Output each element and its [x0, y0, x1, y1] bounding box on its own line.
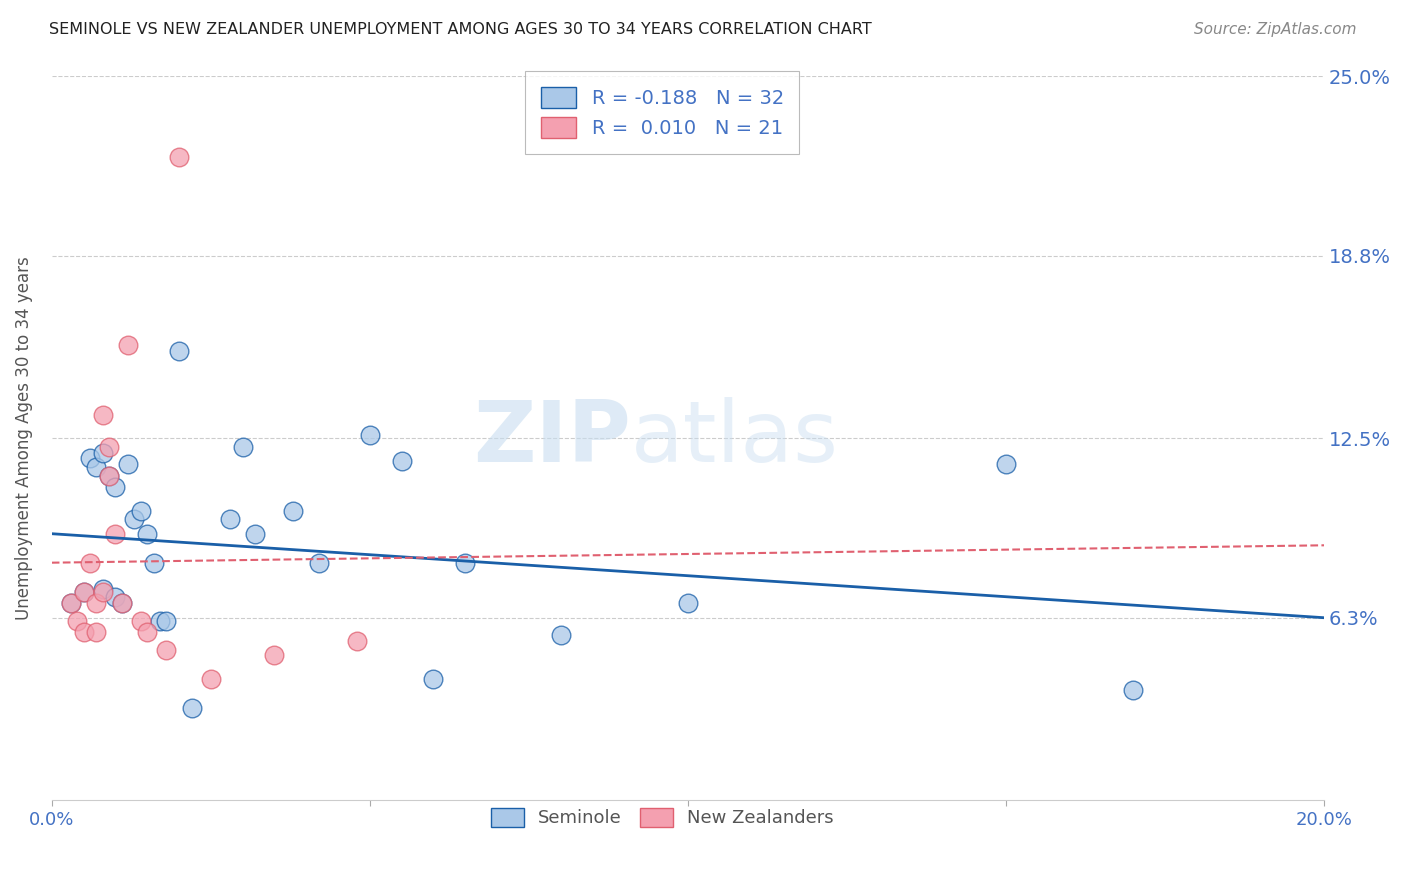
- Point: [1122, 683, 1144, 698]
- Point: [263, 648, 285, 663]
- Point: [91, 582, 114, 596]
- Point: [283, 503, 305, 517]
- Point: [79, 451, 101, 466]
- Text: atlas: atlas: [631, 397, 838, 480]
- Point: [218, 512, 240, 526]
- Point: [676, 596, 699, 610]
- Point: [66, 614, 89, 628]
- Point: [84, 625, 107, 640]
- Point: [359, 428, 381, 442]
- Legend: Seminole, New Zealanders: Seminole, New Zealanders: [484, 800, 841, 835]
- Point: [117, 457, 139, 471]
- Point: [200, 672, 222, 686]
- Point: [136, 625, 159, 640]
- Point: [994, 457, 1017, 471]
- Point: [308, 556, 330, 570]
- Y-axis label: Unemployment Among Ages 30 to 34 years: Unemployment Among Ages 30 to 34 years: [15, 256, 32, 620]
- Point: [180, 700, 202, 714]
- Point: [129, 614, 152, 628]
- Point: [111, 596, 134, 610]
- Point: [550, 628, 572, 642]
- Point: [117, 338, 139, 352]
- Point: [84, 460, 107, 475]
- Point: [59, 596, 82, 610]
- Point: [98, 468, 121, 483]
- Text: Source: ZipAtlas.com: Source: ZipAtlas.com: [1194, 22, 1357, 37]
- Point: [167, 150, 190, 164]
- Point: [91, 445, 114, 459]
- Text: SEMINOLE VS NEW ZEALANDER UNEMPLOYMENT AMONG AGES 30 TO 34 YEARS CORRELATION CHA: SEMINOLE VS NEW ZEALANDER UNEMPLOYMENT A…: [49, 22, 872, 37]
- Point: [149, 614, 172, 628]
- Point: [346, 633, 368, 648]
- Point: [142, 556, 165, 570]
- Point: [391, 454, 413, 468]
- Point: [59, 596, 82, 610]
- Point: [245, 526, 267, 541]
- Point: [167, 344, 190, 359]
- Point: [91, 584, 114, 599]
- Point: [72, 584, 94, 599]
- Point: [104, 591, 127, 605]
- Point: [454, 556, 477, 570]
- Point: [72, 584, 94, 599]
- Point: [422, 672, 444, 686]
- Point: [72, 625, 94, 640]
- Point: [79, 556, 101, 570]
- Text: ZIP: ZIP: [472, 397, 631, 480]
- Point: [155, 614, 177, 628]
- Point: [98, 468, 121, 483]
- Point: [104, 526, 127, 541]
- Point: [104, 480, 127, 494]
- Point: [111, 596, 134, 610]
- Point: [84, 596, 107, 610]
- Point: [232, 440, 254, 454]
- Point: [129, 503, 152, 517]
- Point: [124, 512, 146, 526]
- Point: [136, 526, 159, 541]
- Point: [155, 642, 177, 657]
- Point: [98, 440, 121, 454]
- Point: [91, 408, 114, 422]
